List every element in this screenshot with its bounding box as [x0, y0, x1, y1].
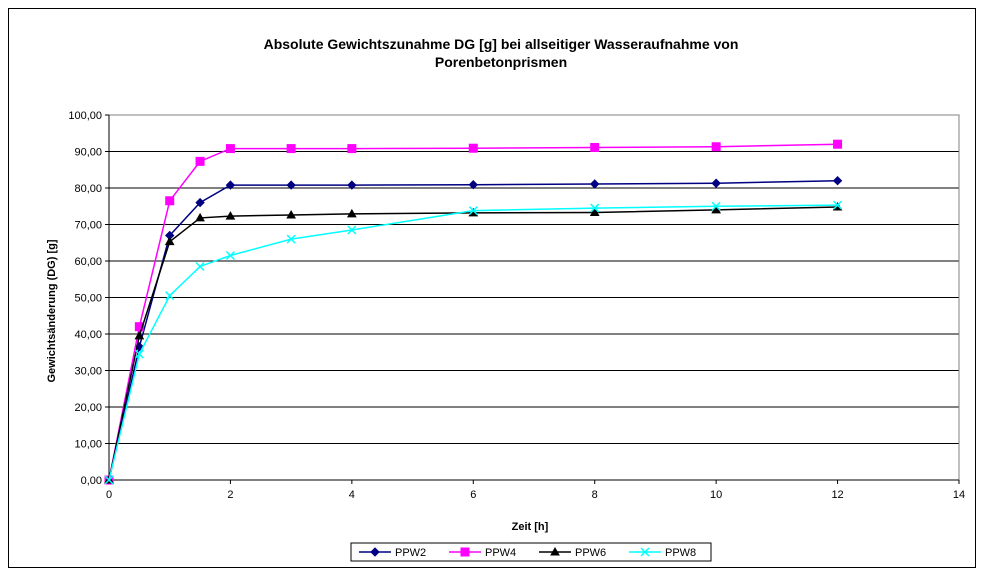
legend-box — [350, 542, 712, 562]
data-point-ppw4 — [468, 143, 478, 153]
data-point-ppw2 — [286, 180, 296, 190]
y-tick-label: 60,00 — [74, 256, 102, 268]
data-point-ppw6 — [286, 210, 297, 219]
data-point-ppw6 — [589, 207, 600, 216]
marker-stroke — [195, 261, 205, 272]
data-point-ppw6 — [164, 236, 175, 246]
marker-stroke — [286, 234, 296, 244]
x-tick-label: 14 — [953, 489, 965, 501]
data-point-ppw8 — [833, 200, 843, 210]
axes: 0,00 10,00 20,00 30,00 40,00 50,00 60,00 70,00 8… — [68, 110, 965, 501]
data-point-ppw8 — [468, 206, 478, 216]
data-point-ppw8 — [134, 349, 144, 359]
x-tick-label: 8 — [592, 489, 598, 501]
data-point-ppw6 — [134, 330, 145, 340]
series-ppw6 — [104, 201, 843, 484]
series-ppw4 — [104, 139, 843, 485]
chart-title-line1: Absolute Gewichtszunahme DG [g] bei alls… — [264, 36, 739, 52]
marker-stroke — [833, 200, 843, 210]
gridlines — [108, 114, 960, 481]
legend-marker-ppw6 — [550, 546, 560, 556]
data-point-ppw4 — [347, 144, 357, 154]
marker-stroke — [104, 475, 114, 485]
data-point-ppw8 — [195, 261, 205, 272]
y-tick-label: 20,00 — [74, 402, 102, 414]
data-point-ppw2 — [711, 178, 721, 188]
x-tick-label: 4 — [349, 489, 355, 501]
y-tick-label: 40,00 — [74, 329, 102, 341]
legend-label-ppw4: PPW4 — [485, 547, 516, 559]
data-point-ppw6 — [346, 208, 357, 218]
marker-stroke — [711, 201, 721, 211]
series-line-ppw8 — [108, 204, 838, 481]
marker-stroke — [134, 349, 144, 359]
data-point-ppw6 — [195, 212, 205, 222]
legend-marker-ppw2 — [370, 547, 380, 557]
data-point-ppw2 — [832, 175, 843, 186]
marker-stroke — [347, 225, 357, 235]
series-line-ppw4 — [108, 143, 838, 481]
data-point-ppw8 — [347, 225, 357, 235]
y-tick-label: 100,00 — [68, 110, 102, 122]
legend-marker-ppw8 — [640, 547, 650, 557]
y-tick-label: 90,00 — [74, 147, 102, 159]
y-tick-label: 0,00 — [81, 475, 102, 487]
legend-entry-ppw8: PPW8 — [629, 547, 696, 559]
marker-stroke — [165, 291, 175, 301]
legend-entry-ppw6: PPW6 — [539, 546, 606, 559]
y-tick-label: 50,00 — [74, 293, 102, 305]
chart-frame: Absolute Gewichtszunahme DG [g] bei alls… — [8, 8, 976, 568]
data-point-ppw8 — [104, 475, 114, 485]
x-tick-label: 0 — [106, 489, 112, 501]
data-point-ppw2 — [347, 180, 357, 190]
y-tick-label: 30,00 — [74, 366, 102, 378]
data-point-ppw8 — [590, 203, 600, 213]
chart-title-line2: Porenbetonprismen — [435, 54, 567, 70]
x-tick-label: 10 — [710, 489, 722, 501]
data-point-ppw6 — [711, 204, 722, 214]
x-tick-label: 6 — [470, 489, 476, 501]
series-ppw2 — [104, 175, 843, 485]
data-point-ppw4 — [134, 322, 144, 332]
series-line-ppw2 — [108, 179, 838, 481]
y-axis-title: Gewichtsänderung (DG) [g] — [46, 239, 58, 382]
series-lines — [104, 139, 843, 485]
data-point-ppw4 — [711, 142, 721, 152]
legend-marker-ppw4 — [460, 547, 470, 557]
marker-stroke — [640, 547, 650, 557]
marker-stroke — [468, 206, 478, 216]
data-point-ppw4 — [833, 139, 843, 149]
data-point-ppw8 — [286, 234, 296, 244]
legend-label-ppw6: PPW6 — [575, 547, 606, 559]
data-point-ppw4 — [590, 142, 600, 152]
data-point-ppw8 — [225, 250, 235, 261]
chart-canvas: Absolute Gewichtszunahme DG [g] bei alls… — [46, 36, 965, 562]
marker-stroke — [590, 203, 600, 213]
data-point-ppw2 — [590, 179, 600, 189]
x-tick-label: 12 — [831, 489, 843, 501]
data-point-ppw8 — [711, 201, 721, 211]
legend-label-ppw2: PPW2 — [395, 547, 426, 559]
data-point-ppw8 — [165, 291, 175, 301]
legend-entry-ppw4: PPW4 — [449, 547, 516, 559]
data-point-ppw4 — [286, 144, 296, 154]
data-point-ppw4 — [165, 196, 175, 206]
data-point-ppw2 — [195, 197, 205, 208]
series-line-ppw6 — [108, 206, 838, 481]
y-tick-label: 10,00 — [74, 439, 102, 451]
x-axis-title: Zeit [h] — [512, 521, 549, 533]
x-tick-label: 2 — [227, 489, 233, 501]
legend: PPW2 PPW4 PPW6 PPW8 — [350, 542, 712, 562]
data-point-ppw2 — [225, 180, 236, 190]
legend-label-ppw8: PPW8 — [665, 547, 696, 559]
y-tick-label: 70,00 — [74, 220, 102, 232]
data-point-ppw2 — [468, 180, 478, 190]
data-point-ppw4 — [225, 144, 235, 154]
marker-stroke — [225, 250, 235, 261]
legend-entry-ppw2: PPW2 — [359, 547, 426, 559]
y-tick-label: 80,00 — [74, 183, 102, 195]
data-point-ppw4 — [195, 156, 205, 166]
data-point-ppw6 — [225, 211, 236, 220]
series-ppw8 — [104, 200, 843, 485]
